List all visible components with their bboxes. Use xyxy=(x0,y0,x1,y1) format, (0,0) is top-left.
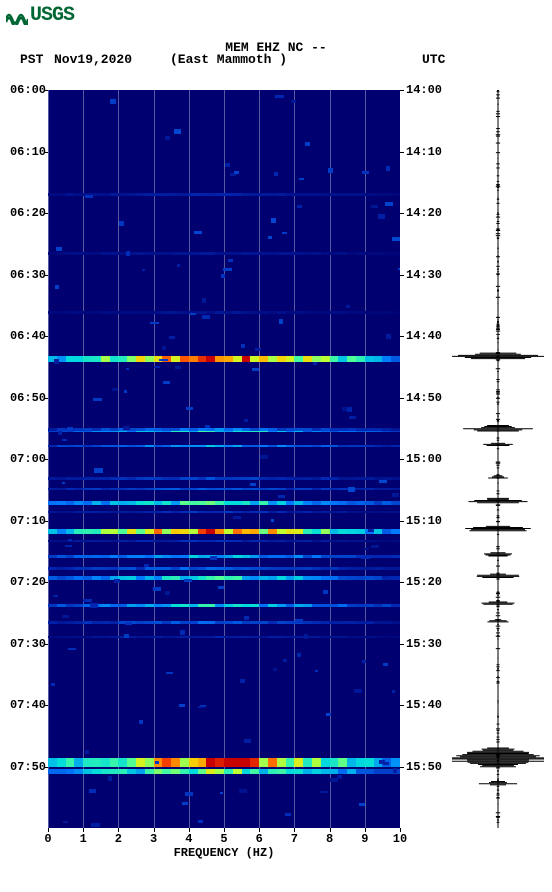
ytick-right: 14:20 xyxy=(406,206,450,220)
ytick-right: 14:10 xyxy=(406,145,450,159)
xtick: 5 xyxy=(220,832,227,846)
xtick: 10 xyxy=(393,832,407,846)
ytick-left: 06:00 xyxy=(2,83,46,97)
station-location: (East Mammoth ) xyxy=(170,52,287,67)
ytick-right: 14:00 xyxy=(406,83,450,97)
ytick-left: 07:40 xyxy=(2,698,46,712)
xtick: 6 xyxy=(256,832,263,846)
ytick-right: 15:40 xyxy=(406,698,450,712)
ytick-right: 15:30 xyxy=(406,637,450,651)
ytick-right: 14:40 xyxy=(406,329,450,343)
spectrogram-panel xyxy=(48,90,400,828)
xtick: 8 xyxy=(326,832,333,846)
seismogram-panel xyxy=(452,90,544,828)
usgs-logo-text: USGS xyxy=(30,4,74,27)
ytick-left: 07:10 xyxy=(2,514,46,528)
xtick: 1 xyxy=(80,832,87,846)
ytick-left: 06:30 xyxy=(2,268,46,282)
usgs-logo: USGS xyxy=(6,4,74,27)
ytick-right: 15:10 xyxy=(406,514,450,528)
usgs-wave-icon xyxy=(6,7,28,25)
ytick-right: 14:50 xyxy=(406,391,450,405)
ytick-right: 15:20 xyxy=(406,575,450,589)
ytick-right: 15:50 xyxy=(406,760,450,774)
ytick-left: 07:20 xyxy=(2,575,46,589)
ytick-right: 14:30 xyxy=(406,268,450,282)
ytick-left: 07:50 xyxy=(2,760,46,774)
ytick-right: 15:00 xyxy=(406,452,450,466)
ytick-left: 07:00 xyxy=(2,452,46,466)
xtick: 7 xyxy=(291,832,298,846)
xtick: 4 xyxy=(185,832,192,846)
xtick: 3 xyxy=(150,832,157,846)
tz-left-label: PST xyxy=(20,52,43,67)
date-label: Nov19,2020 xyxy=(54,52,132,67)
ytick-left: 07:30 xyxy=(2,637,46,651)
ytick-left: 06:10 xyxy=(2,145,46,159)
xtick: 0 xyxy=(44,832,51,846)
xtick: 2 xyxy=(115,832,122,846)
ytick-left: 06:40 xyxy=(2,329,46,343)
xtick: 9 xyxy=(361,832,368,846)
plot-area: 06:00 14:00 06:10 14:10 06:20 14:20 06:30 14:30… xyxy=(0,80,552,880)
ytick-left: 06:50 xyxy=(2,391,46,405)
ytick-left: 06:20 xyxy=(2,206,46,220)
x-axis-label: FREQUENCY (HZ) xyxy=(48,846,400,860)
tz-right-label: UTC xyxy=(422,52,445,67)
